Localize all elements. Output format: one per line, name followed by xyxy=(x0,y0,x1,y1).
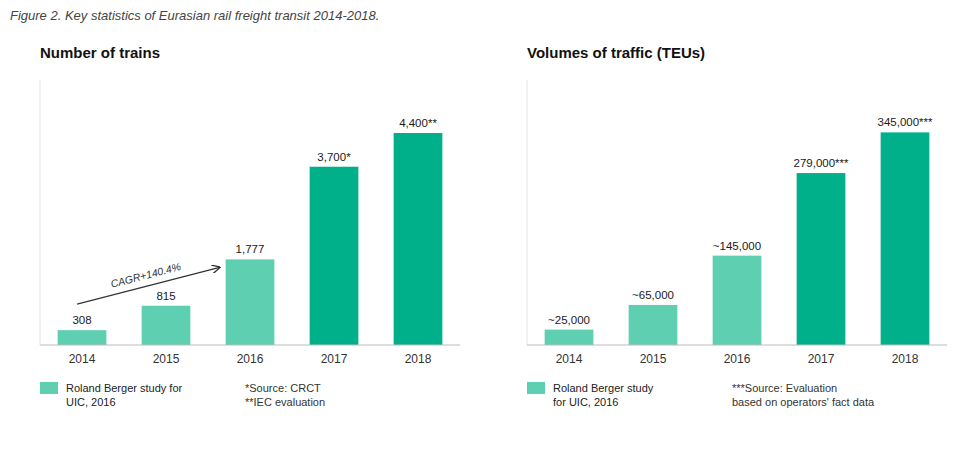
data-label: 4,400** xyxy=(399,117,437,129)
panel: Number of trains 308 815 1,777 3,700* 4,400**… xyxy=(40,44,460,408)
legend-text: Roland Berger study forUIC, 2016 xyxy=(66,382,183,408)
data-label: ~145,000 xyxy=(713,240,761,252)
legend-text: Roland Berger studyfor UIC, 2016 xyxy=(553,382,654,408)
baseline xyxy=(527,345,947,346)
bar xyxy=(881,132,930,345)
x-tick-label: 2016 xyxy=(237,352,264,366)
data-label: ~25,000 xyxy=(548,314,590,326)
bar xyxy=(226,259,275,345)
chart: Figure 2. Key statistics of Eurasian rai… xyxy=(0,0,977,462)
bars xyxy=(545,132,930,345)
data-label: 1,777 xyxy=(236,243,265,255)
legend-swatch xyxy=(40,382,58,394)
bar xyxy=(142,306,191,345)
bar xyxy=(394,133,443,345)
figure-title: Figure 2. Key statistics of Eurasian rai… xyxy=(10,8,379,23)
bar xyxy=(797,173,846,345)
data-label: 3,700* xyxy=(317,151,351,163)
data-label: 308 xyxy=(72,314,91,326)
x-tick-label: 2017 xyxy=(808,352,835,366)
legend-swatch xyxy=(527,382,545,394)
annotation: CAGR+140.4% xyxy=(109,260,182,290)
x-tick-label: 2018 xyxy=(405,352,432,366)
data-label: ~65,000 xyxy=(632,289,674,301)
bar xyxy=(713,256,762,345)
chart-title: Number of trains xyxy=(40,44,160,61)
x-tick-label: 2016 xyxy=(724,352,751,366)
bar xyxy=(629,305,678,345)
baseline xyxy=(40,345,460,346)
bar xyxy=(58,330,107,345)
x-tick-label: 2014 xyxy=(556,352,583,366)
x-tick-label: 2014 xyxy=(69,352,96,366)
panel: Volumes of traffic (TEUs) ~25,000 ~65,000 ~… xyxy=(527,44,947,408)
x-tick-label: 2015 xyxy=(153,352,180,366)
y-axis-line xyxy=(527,80,528,345)
x-tick-label: 2015 xyxy=(640,352,667,366)
data-label: 815 xyxy=(156,290,175,302)
data-label: 345,000*** xyxy=(878,116,934,128)
bar xyxy=(310,167,359,345)
bar xyxy=(545,330,594,345)
bars xyxy=(58,133,443,345)
footnote: ***Source: Evaluationbased on operators'… xyxy=(732,382,875,408)
chart-title: Volumes of traffic (TEUs) xyxy=(527,44,705,61)
x-tick-label: 2017 xyxy=(321,352,348,366)
x-tick-label: 2018 xyxy=(892,352,919,366)
footnote: *Source: CRCT**IEC evaluation xyxy=(245,382,325,408)
y-axis-line xyxy=(40,80,41,345)
data-label: 279,000*** xyxy=(794,157,850,169)
